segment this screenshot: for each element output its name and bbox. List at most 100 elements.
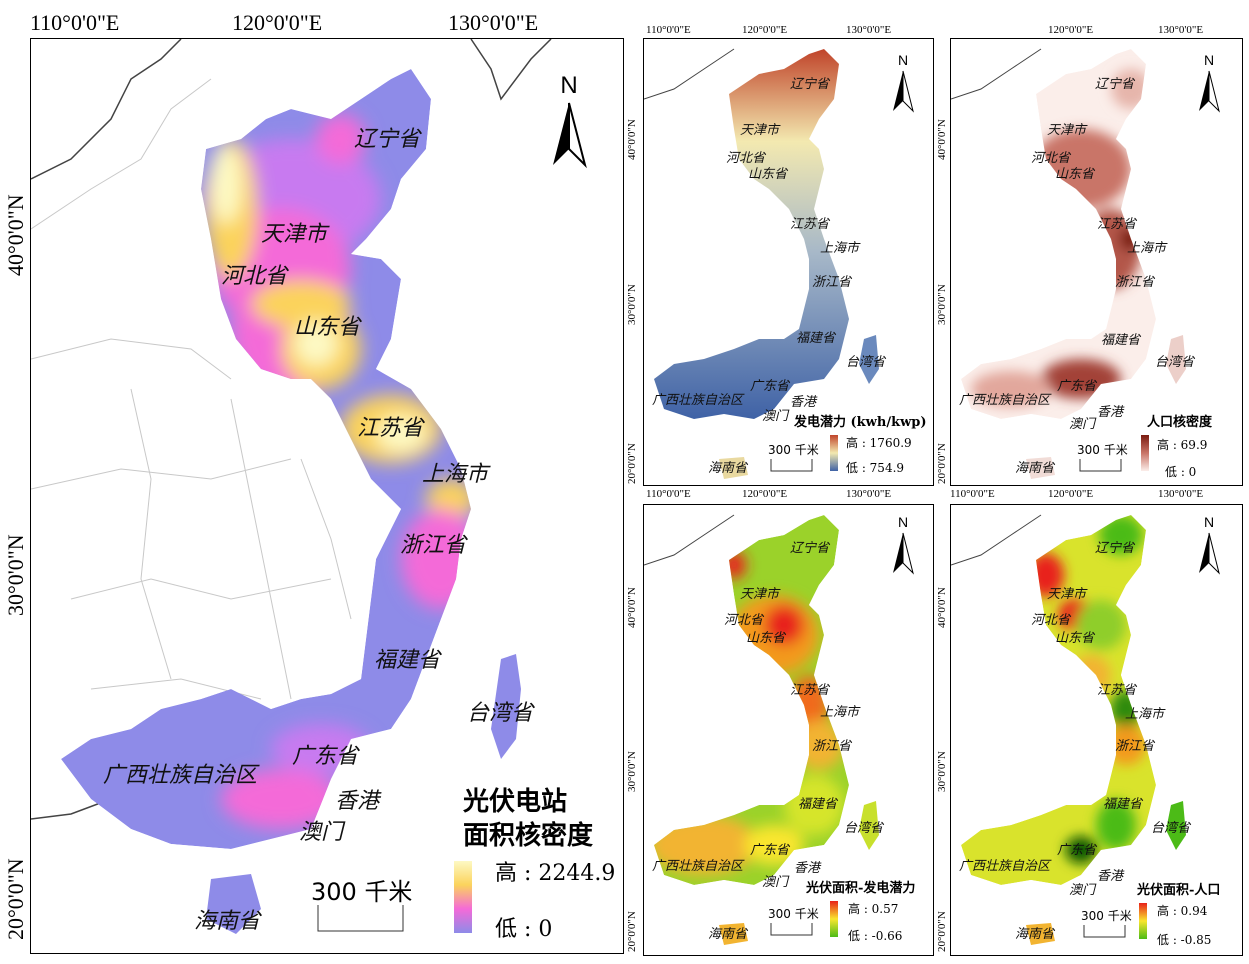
sub1-legend-high: 高 : 1760.9 <box>846 436 912 450</box>
sub3-lat-tick-30: 30°0'0"N <box>626 751 638 792</box>
sub4-label-hainan: 海南省 <box>1015 927 1055 942</box>
sub3-label-tianjin: 天津市 <box>740 587 780 602</box>
sub3-label-guangxi: 广西壮族自治区 <box>652 859 744 874</box>
sub2-lat-tick-30: 30°0'0"N <box>936 284 948 325</box>
sub3-label-taiwan: 台湾省 <box>844 821 884 836</box>
sub4-label-liaoning: 辽宁省 <box>1095 541 1135 556</box>
sub3-label-hebei: 河北省 <box>724 613 764 628</box>
label-fujian: 福建省 <box>374 648 441 673</box>
sub-map-area-population: 辽宁省 天津市 河北省 山东省 江苏省 上海市 浙江省 福建省 台湾省 广东省 … <box>950 504 1243 956</box>
sub3-scale-label: 300 千米 <box>768 907 819 921</box>
label-hebei: 河北省 <box>221 264 288 289</box>
sub4-label-hebei: 河北省 <box>1031 613 1071 628</box>
sub2-legend-title: 人口核密度 <box>1147 415 1213 430</box>
sub1-label-hebei: 河北省 <box>726 151 766 166</box>
sub1-scale-bar <box>770 459 813 472</box>
sub3-label-guangdong: 广东省 <box>750 843 790 858</box>
sub1-north-arrow-icon: N <box>893 52 914 113</box>
svg-text:N: N <box>898 514 908 530</box>
sub3-scale-bar <box>770 923 813 936</box>
sub1-label-hongkong: 香港 <box>790 395 817 410</box>
sub4-legend-high: 高 : 0.94 <box>1157 904 1208 918</box>
sub3-north-arrow-icon: N <box>893 514 914 575</box>
sub-map-population: 辽宁省 天津市 河北省 山东省 江苏省 上海市 浙江省 福建省 台湾省 广东省 … <box>950 38 1243 486</box>
coastal-region <box>61 69 471 849</box>
label-taiwan: 台湾省 <box>467 701 534 726</box>
sub2-legend-high: 高 : 69.9 <box>1157 438 1208 452</box>
sub1-lon-tick-110: 110°0'0"E <box>646 24 691 36</box>
label-guangdong: 广东省 <box>292 744 359 769</box>
sub1-label-liaoning: 辽宁省 <box>790 77 830 92</box>
sub1-label-taiwan: 台湾省 <box>846 355 886 370</box>
sub4-legend-title: 光伏面积-人口 <box>1137 883 1221 898</box>
label-hongkong: 香港 <box>335 789 380 814</box>
sub2-label-fujian: 福建省 <box>1101 333 1141 348</box>
sub1-legend-colorbar <box>830 435 838 471</box>
sub4-lat-tick-30: 30°0'0"N <box>936 751 948 792</box>
label-shanghai: 上海市 <box>422 462 489 487</box>
sub1-label-fujian: 福建省 <box>796 331 836 346</box>
main-lon-tick-120: 120°0'0"E <box>232 10 323 35</box>
main-scale-bar <box>317 905 404 932</box>
sub4-label-jiangsu: 江苏省 <box>1097 683 1137 698</box>
svg-text:N: N <box>1204 52 1214 68</box>
sub2-label-tianjin: 天津市 <box>1047 123 1087 138</box>
sub3-label-jiangsu: 江苏省 <box>790 683 830 698</box>
sub4-scale-bar <box>1083 925 1126 938</box>
potential-hainan <box>719 457 748 479</box>
sub4-lat-tick-20: 20°0'0"N <box>936 911 948 952</box>
sub3-label-shandong: 山东省 <box>746 631 786 646</box>
sub2-label-guangdong: 广东省 <box>1057 379 1097 394</box>
sub3-label-liaoning: 辽宁省 <box>790 541 830 556</box>
sub2-label-liaoning: 辽宁省 <box>1095 77 1135 92</box>
national-border <box>31 39 182 180</box>
main-lat-tick-30: 30°0'0"N <box>3 534 28 616</box>
sub4-label-guangxi: 广西壮族自治区 <box>959 859 1051 874</box>
sub1-label-hainan: 海南省 <box>708 461 748 476</box>
svg-text:N: N <box>1204 514 1214 530</box>
sub1-lat-tick-30: 30°0'0"N <box>626 284 638 325</box>
sub4-label-hongkong: 香港 <box>1097 869 1124 884</box>
sub2-label-jiangsu: 江苏省 <box>1097 217 1137 232</box>
label-shandong: 山东省 <box>294 315 361 340</box>
potential-region <box>654 49 849 419</box>
main-legend-colorbar <box>454 861 472 933</box>
area-population-map <box>951 514 1186 945</box>
svg-text:N: N <box>898 52 908 68</box>
sub3-lat-tick-20: 20°0'0"N <box>626 911 638 952</box>
sub1-lat-tick-40: 40°0'0"N <box>626 119 638 160</box>
sub4-label-zhejiang: 浙江省 <box>1115 739 1155 754</box>
main-scale-label: 300 千米 <box>311 878 413 906</box>
sub3-legend-low: 低 : -0.66 <box>848 929 903 943</box>
main-legend-low: 低 : 0 <box>495 917 553 942</box>
sub4-lon-tick-110: 110°0'0"E <box>950 488 995 500</box>
sub3-label-zhejiang: 浙江省 <box>812 739 852 754</box>
sub2-label-hainan: 海南省 <box>1015 461 1055 476</box>
sub3-legend-title: 光伏面积-发电潜力 <box>806 881 916 896</box>
sub1-legend-title: 发电潜力 (kwh/kwp) <box>794 415 927 430</box>
sub1-label-zhejiang: 浙江省 <box>812 275 852 290</box>
sub2-legend-colorbar <box>1141 435 1149 471</box>
hainan-region <box>206 874 261 934</box>
main-lon-tick-110: 110°0'0"E <box>30 10 120 35</box>
sub3-label-hongkong: 香港 <box>794 861 821 876</box>
sub3-label-hainan: 海南省 <box>708 927 748 942</box>
sub4-label-taiwan: 台湾省 <box>1151 821 1191 836</box>
sub2-legend-low: 低 : 0 <box>1165 465 1197 479</box>
sub3-legend-high: 高 : 0.57 <box>848 902 899 916</box>
sub1-scale-label: 300 千米 <box>768 443 819 457</box>
sub2-lat-tick-40: 40°0'0"N <box>936 119 948 160</box>
sub3-lat-tick-40: 40°0'0"N <box>626 587 638 628</box>
sub4-lat-tick-40: 40°0'0"N <box>936 587 948 628</box>
sub3-lon-tick-110: 110°0'0"E <box>646 488 691 500</box>
potential-taiwan <box>859 335 879 384</box>
sub4-label-shanghai: 上海市 <box>1125 707 1165 722</box>
area-potential-map <box>644 514 879 945</box>
sub2-label-taiwan: 台湾省 <box>1155 355 1195 370</box>
sub2-north-arrow-icon: N <box>1199 52 1220 113</box>
sub2-label-hebei: 河北省 <box>1031 151 1071 166</box>
province-borders <box>31 78 352 700</box>
sub2-lon-tick-130: 130°0'0"E <box>1158 24 1204 36</box>
sub4-scale-label: 300 千米 <box>1081 909 1132 923</box>
sub2-scale-label: 300 千米 <box>1077 443 1128 457</box>
